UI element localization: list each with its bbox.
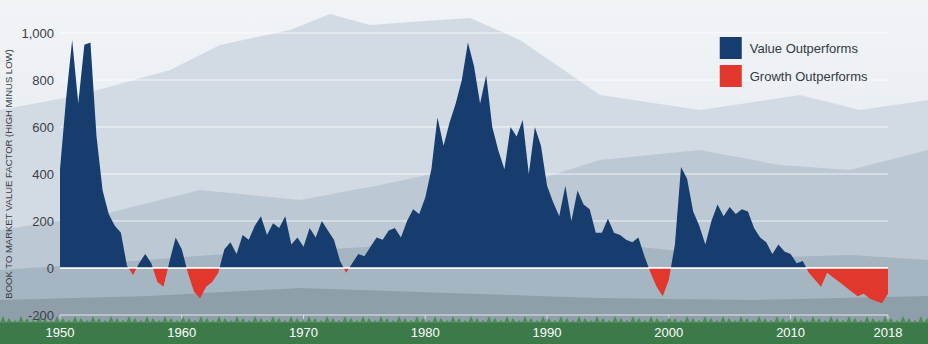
negative-area-group: [60, 268, 888, 303]
chart: -200 0 200 400 600 800 1,000 BOOK TO MARKET VAL…: [0, 0, 928, 344]
legend-label: Value Outperforms: [750, 41, 859, 56]
plot-area: [60, 40, 888, 303]
grid-line: [60, 33, 888, 34]
y-tick-label: 0: [47, 261, 54, 276]
grid-line: [60, 267, 888, 269]
legend-swatch: [720, 65, 742, 87]
mountain: [0, 288, 928, 344]
x-axis: 1950 1960 1970 1980 1990 2000 2010 2018: [46, 315, 903, 340]
x-tick-label: 2000: [654, 325, 683, 340]
x-tick: [60, 315, 61, 319]
mountain: [0, 14, 928, 344]
x-tick-label: 2010: [776, 325, 805, 340]
y-tick-label: 400: [32, 167, 54, 182]
legend: Value Outperforms Growth Outperforms: [720, 37, 868, 87]
grid-line: [60, 315, 888, 316]
legend-label: Growth Outperforms: [750, 69, 868, 84]
x-tick: [425, 315, 426, 319]
y-tick-label: 800: [32, 73, 54, 88]
legend-item: Value Outperforms: [720, 37, 859, 59]
y-axis: -200 0 200 400 600 800 1,000: [21, 26, 54, 323]
x-tick: [303, 315, 304, 319]
x-tick: [888, 315, 889, 319]
x-tick-label: 2018: [874, 325, 903, 340]
x-tick-label: 1990: [533, 325, 562, 340]
x-tick-label: 1950: [46, 325, 75, 340]
background: [0, 0, 928, 344]
x-tick-label: 1970: [289, 325, 318, 340]
y-tick-label: -200: [28, 308, 54, 323]
x-tick: [668, 315, 669, 319]
legend-swatch: [720, 37, 742, 59]
x-tick-label: 1980: [411, 325, 440, 340]
growth-area: [60, 268, 888, 303]
value-area: [60, 40, 888, 268]
grass: [0, 322, 928, 344]
x-tick: [547, 315, 548, 319]
x-tick: [181, 315, 182, 319]
grass-blades: [0, 316, 928, 323]
y-axis-title: BOOK TO MARKET VALUE FACTOR (HIGH MINUS …: [3, 49, 14, 298]
zero-line: [60, 267, 888, 268]
x-tick-label: 1960: [167, 325, 196, 340]
x-tick: [790, 315, 791, 319]
y-tick-label: 1,000: [21, 26, 54, 41]
legend-item: Growth Outperforms: [720, 65, 868, 87]
y-tick-label: 200: [32, 214, 54, 229]
positive-area-group: [60, 40, 888, 268]
grid: [60, 33, 888, 315]
y-tick-label: 600: [32, 120, 54, 135]
